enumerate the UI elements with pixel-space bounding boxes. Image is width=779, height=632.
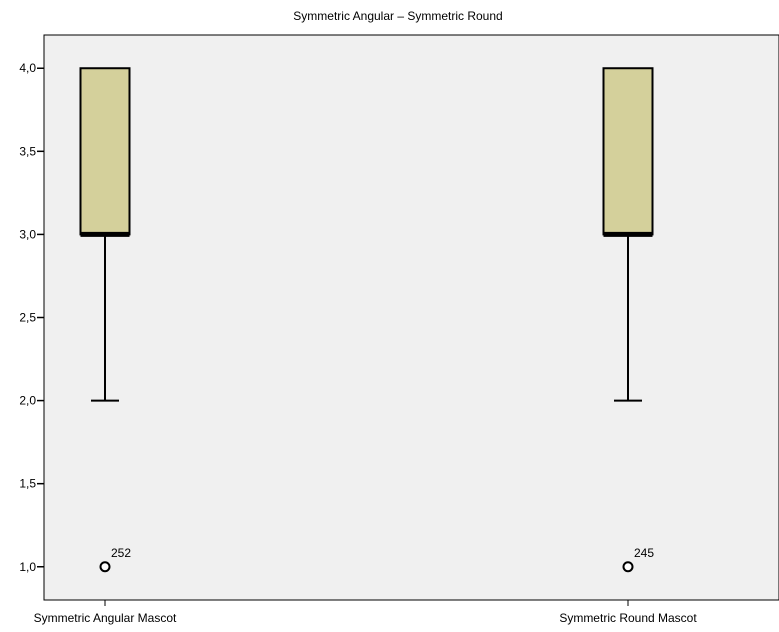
y-axis: 1,0 1,5 2,0 2,5 3,0 3,5 4,0 xyxy=(19,61,44,574)
x-tick-label: Symmetric Angular Mascot xyxy=(34,611,177,625)
boxes: 252 245 xyxy=(79,67,654,573)
outlier-point xyxy=(622,561,634,573)
outlier-point xyxy=(99,561,111,573)
y-tick-label: 1,5 xyxy=(19,477,36,491)
outlier-label: 245 xyxy=(634,546,654,560)
box-iqr xyxy=(79,67,131,236)
outlier-label: 252 xyxy=(111,546,131,560)
y-tick-label: 4,0 xyxy=(19,61,36,75)
plot-area xyxy=(43,34,779,601)
box-2: 245 xyxy=(602,67,654,573)
chart-title: Symmetric Angular – Symmetric Round xyxy=(293,9,502,23)
x-axis: Symmetric Angular Mascot Symmetric Round … xyxy=(34,600,697,625)
box-iqr xyxy=(602,67,654,236)
y-tick-label: 3,0 xyxy=(19,227,36,241)
y-tick-label: 2,0 xyxy=(19,394,36,408)
y-tick-label: 3,5 xyxy=(19,144,36,158)
x-tick-label: Symmetric Round Mascot xyxy=(559,611,697,625)
y-tick-label: 1,0 xyxy=(19,560,36,574)
y-tick-label: 2,5 xyxy=(19,311,36,325)
box-1: 252 xyxy=(79,67,131,573)
